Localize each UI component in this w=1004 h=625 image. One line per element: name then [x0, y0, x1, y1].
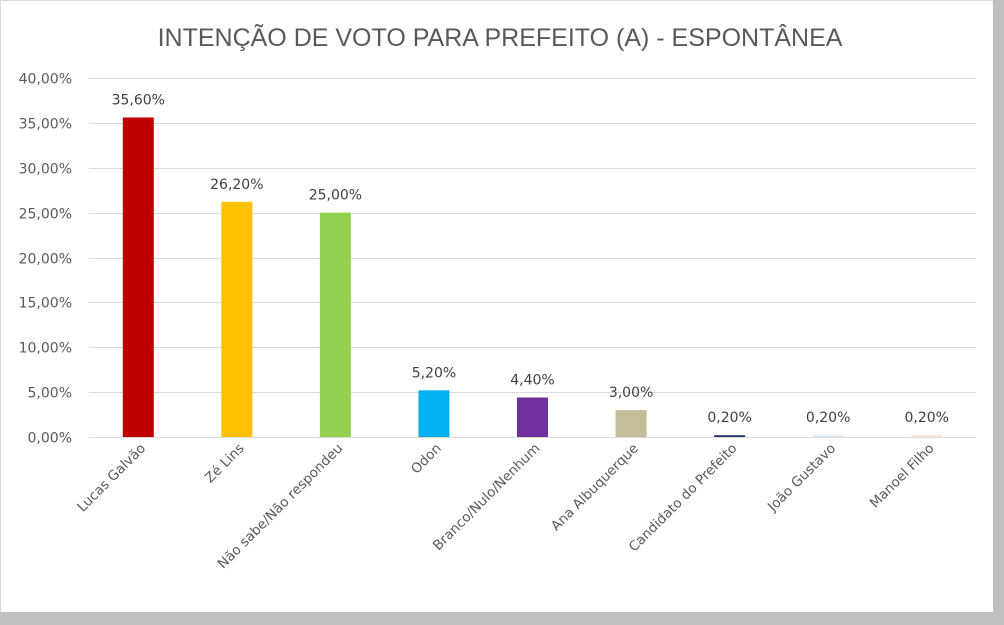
data-label: 26,20% [210, 177, 263, 193]
bar [418, 390, 450, 437]
x-category-label: Candidato do Prefeito [626, 441, 741, 556]
data-label: 5,20% [412, 365, 456, 381]
y-tick-label: 40,00% [19, 72, 72, 88]
y-tick-label: 35,00% [19, 117, 72, 133]
data-label: 0,20% [707, 410, 751, 426]
data-label: 3,00% [609, 385, 653, 401]
x-category-label: Zé Lins [202, 441, 248, 487]
x-category-label: Lucas Galvão [74, 441, 149, 516]
x-category-label: Branco/Nulo/Nenhum [430, 441, 543, 554]
y-tick-label: 0,00% [28, 431, 72, 447]
y-axis-tick-labels: 0,00% 5,00% 10,00% 15,00% 20,00% 25,00% 30,00%… [19, 72, 72, 447]
y-tick-label: 10,00% [19, 341, 72, 357]
data-label: 35,60% [112, 92, 165, 108]
y-tick-label: 30,00% [19, 162, 72, 178]
y-tick-label: 15,00% [19, 296, 72, 312]
bar [911, 435, 943, 437]
x-category-label: Manoel Filho [867, 441, 938, 512]
bar [122, 117, 154, 438]
x-category-label: Ana Albuquerque [548, 441, 642, 535]
chart-title: INTENÇÃO DE VOTO PARA PREFEITO (A) - ESP… [158, 23, 843, 52]
bar [714, 435, 746, 437]
data-labels: 35,60% 26,20% 25,00% 5,20% 4,40% 3,00% 0,20% 0,… [112, 92, 949, 426]
data-label: 25,00% [309, 188, 362, 204]
x-category-label: Odon [408, 441, 445, 478]
bar [615, 410, 647, 437]
data-label: 4,40% [510, 373, 554, 389]
data-label: 0,20% [806, 410, 850, 426]
x-category-label: João Gustavo [764, 441, 839, 516]
y-tick-label: 20,00% [19, 252, 72, 268]
bar [319, 212, 351, 437]
bar [517, 397, 548, 437]
bars [122, 117, 943, 438]
y-tick-label: 5,00% [28, 386, 72, 402]
bar [221, 201, 253, 437]
data-label: 0,20% [904, 410, 948, 426]
bar-chart: INTENÇÃO DE VOTO PARA PREFEITO (A) - ESP… [19, 23, 976, 573]
y-tick-label: 25,00% [19, 207, 72, 223]
bar [812, 435, 844, 437]
chart-frame: INTENÇÃO DE VOTO PARA PREFEITO (A) - ESP… [0, 0, 993, 612]
